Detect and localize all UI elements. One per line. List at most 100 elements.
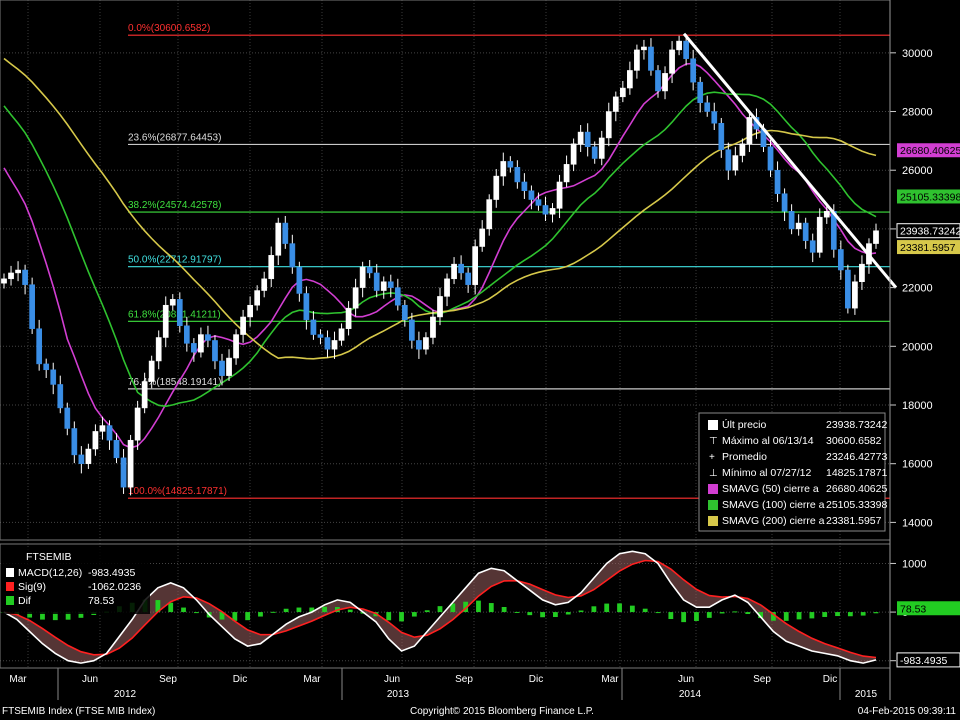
dif-bar: [565, 612, 571, 615]
dif-bar: [655, 612, 661, 614]
dif-bar: [783, 612, 789, 621]
macd-right-label: -983.4935: [900, 655, 947, 667]
dif-bar: [270, 611, 276, 613]
candle-up: [570, 143, 577, 165]
candle-up: [1, 278, 7, 284]
candle-up: [338, 328, 345, 341]
candle-up: [641, 46, 647, 51]
candle-up: [99, 425, 106, 432]
price-legend: Últ precio 23938.73242 ⊤ Máximo al 06/13/14…: [698, 412, 887, 532]
candle-down: [401, 304, 408, 321]
downtrend-line: [682, 32, 898, 289]
candle-up: [423, 337, 429, 350]
dif-bar: [809, 612, 815, 619]
candle-down: [212, 340, 218, 362]
candle-up: [380, 281, 387, 291]
candle-down: [394, 287, 401, 306]
x-tick-label: Jun: [82, 674, 98, 685]
price-right-label: 23381.5957: [900, 242, 956, 254]
candle-down: [22, 269, 28, 285]
legend-value: 25105.33398: [826, 499, 887, 511]
dif-bar: [629, 605, 635, 613]
price-tick-label: 20000: [902, 341, 933, 353]
legend-marker: [708, 500, 718, 510]
candle-down: [106, 425, 113, 441]
price-right-label: 26680.40625: [900, 145, 960, 157]
dif-bar: [386, 612, 392, 621]
legend-marker: [708, 516, 718, 526]
candle-up: [598, 137, 605, 159]
price-right-label-box: [897, 189, 960, 204]
candle-up: [746, 117, 753, 145]
legend-marker-glyph: +: [709, 452, 715, 463]
candle-up: [662, 73, 668, 92]
x-tick-label: Sep: [159, 674, 177, 685]
macd-legend-marker: [6, 568, 14, 577]
candle-down: [774, 169, 781, 194]
fib-label: 76.4%(18548.19141): [128, 377, 221, 388]
macd-right-label: 78.53: [900, 603, 926, 615]
dif-bar: [424, 610, 430, 613]
price-tick-label: 26000: [902, 165, 933, 177]
macd-legend: FTSEMIB MACD(12,26) -983.4935 Sig(9) -1062.0…: [2, 548, 150, 614]
macd-legend-value: -1062.0236: [88, 581, 141, 593]
candle-up: [155, 337, 162, 362]
dif-bar: [578, 610, 584, 613]
candle-down: [591, 146, 598, 159]
candle-down: [50, 369, 57, 385]
candle-down: [296, 266, 303, 294]
legend-label: Últ precio: [722, 418, 767, 431]
x-year-label: 2012: [114, 689, 137, 700]
candle-down: [57, 384, 64, 409]
x-tick-label: Sep: [455, 674, 473, 685]
candle-down: [317, 334, 324, 338]
candle-down: [837, 249, 844, 271]
candle-down: [535, 199, 542, 206]
candle-down: [781, 193, 788, 212]
candle-down: [373, 272, 380, 291]
candle-down: [725, 149, 732, 171]
macd-tick-label: 1000: [902, 558, 926, 570]
timestamp: 04-Feb-2015 09:39:11: [857, 706, 956, 717]
dif-bar: [860, 612, 866, 616]
candle-down: [767, 146, 774, 171]
macd-legend-marker: [6, 582, 14, 591]
price-tick-label: 28000: [902, 107, 933, 119]
x-tick-label: Mar: [601, 674, 619, 685]
candle-down: [416, 340, 422, 350]
candle-down: [542, 205, 549, 215]
dif-bar: [719, 612, 725, 614]
candle-up: [352, 287, 359, 309]
dif-bar: [40, 612, 45, 620]
legend-marker: [708, 484, 718, 494]
legend-box: [698, 412, 886, 532]
price-right-labels: 26680.40625 25105.33398 23938.73242 23381.5…: [896, 143, 960, 255]
candle-up: [739, 143, 746, 156]
legend-value: 14825.17871: [826, 467, 887, 479]
dif-bar: [706, 612, 712, 618]
candle-down: [282, 222, 289, 244]
dif-bar: [796, 612, 802, 620]
candle-up: [619, 87, 626, 98]
x-year-label: 2013: [387, 689, 410, 700]
macd-right-label-box: [896, 652, 960, 668]
candle-down: [718, 123, 725, 150]
candle-down: [788, 211, 795, 230]
x-tick-label: Dic: [823, 674, 837, 685]
candle-up: [795, 222, 802, 230]
legend-label: Mínimo al 07/27/12: [722, 467, 811, 479]
dif-bar: [155, 600, 161, 613]
candle-up: [261, 278, 268, 291]
price-right-label-box: [897, 240, 960, 255]
dif-bar: [847, 612, 853, 617]
dif-bar: [591, 606, 597, 613]
index-name: FTSEMIB Index (FTSE MIB Index): [2, 706, 156, 717]
candle-up: [479, 228, 486, 247]
price-tick-label: 22000: [902, 283, 933, 295]
candle-down: [64, 407, 71, 429]
candle-up: [549, 208, 556, 215]
legend-value: 23381.5957: [826, 515, 882, 527]
candle-down: [809, 240, 816, 253]
dif-bar: [219, 612, 225, 620]
candle-down: [845, 269, 851, 309]
